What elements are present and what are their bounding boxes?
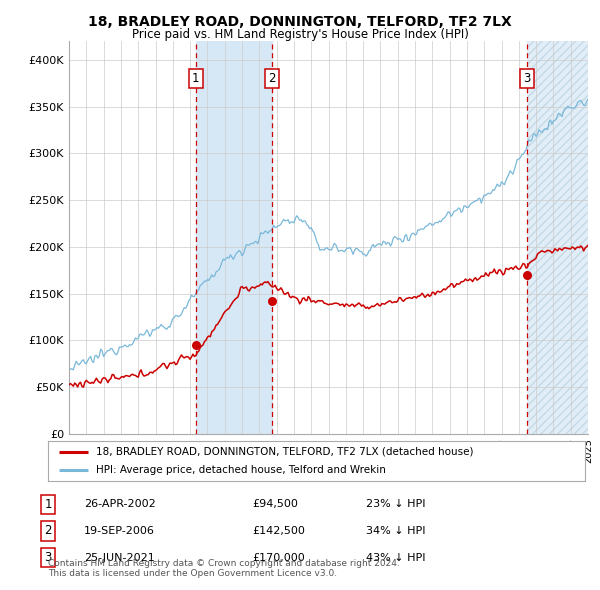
Bar bbox=[196, 41, 272, 434]
Text: 1: 1 bbox=[192, 72, 199, 85]
Text: Price paid vs. HM Land Registry's House Price Index (HPI): Price paid vs. HM Land Registry's House … bbox=[131, 28, 469, 41]
Text: £170,000: £170,000 bbox=[252, 553, 305, 562]
Text: 23% ↓ HPI: 23% ↓ HPI bbox=[366, 500, 425, 509]
Text: £94,500: £94,500 bbox=[252, 500, 298, 509]
Bar bbox=[527, 41, 588, 434]
Text: 1: 1 bbox=[44, 498, 52, 511]
Text: 25-JUN-2021: 25-JUN-2021 bbox=[84, 553, 155, 562]
Text: 2: 2 bbox=[44, 525, 52, 537]
Text: 34% ↓ HPI: 34% ↓ HPI bbox=[366, 526, 425, 536]
Text: Contains HM Land Registry data © Crown copyright and database right 2024.
This d: Contains HM Land Registry data © Crown c… bbox=[48, 559, 400, 578]
Text: 18, BRADLEY ROAD, DONNINGTON, TELFORD, TF2 7LX (detached house): 18, BRADLEY ROAD, DONNINGTON, TELFORD, T… bbox=[97, 447, 474, 457]
Text: HPI: Average price, detached house, Telford and Wrekin: HPI: Average price, detached house, Telf… bbox=[97, 465, 386, 475]
Text: 3: 3 bbox=[523, 72, 531, 85]
Text: 19-SEP-2006: 19-SEP-2006 bbox=[84, 526, 155, 536]
Text: 43% ↓ HPI: 43% ↓ HPI bbox=[366, 553, 425, 562]
Text: 18, BRADLEY ROAD, DONNINGTON, TELFORD, TF2 7LX: 18, BRADLEY ROAD, DONNINGTON, TELFORD, T… bbox=[88, 15, 512, 29]
Text: 3: 3 bbox=[44, 551, 52, 564]
Text: 26-APR-2002: 26-APR-2002 bbox=[84, 500, 156, 509]
Text: 2: 2 bbox=[268, 72, 275, 85]
Text: £142,500: £142,500 bbox=[252, 526, 305, 536]
